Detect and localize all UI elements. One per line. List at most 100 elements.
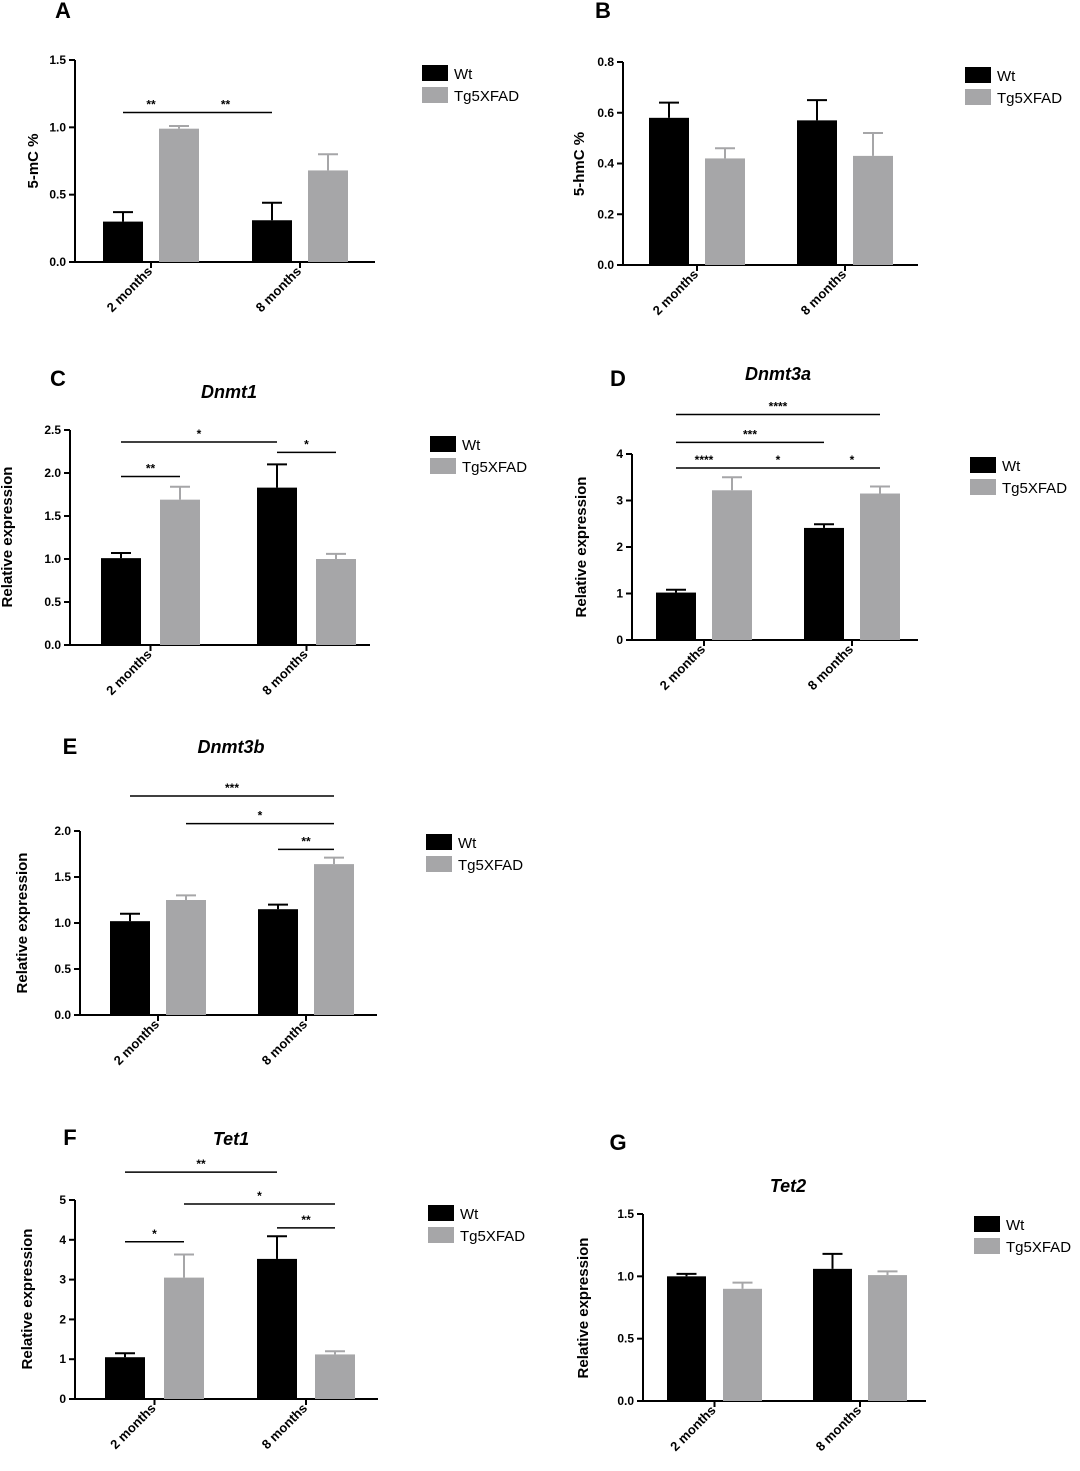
y-axis-label: 5-mC % xyxy=(25,133,42,188)
y-axis-label: Relative expression xyxy=(573,477,590,618)
y-tick-label: 0.0 xyxy=(54,1008,71,1022)
panel-letter: E xyxy=(63,734,78,759)
y-tick-label: 2 xyxy=(59,1312,66,1326)
legend-label: Tg5XFAD xyxy=(1006,1239,1071,1256)
x-tick-label: 2 months xyxy=(103,647,154,698)
bar-wt-0 xyxy=(649,117,689,265)
x-tick-label: 2 months xyxy=(657,642,708,693)
y-axis-label: 5-hmC % xyxy=(571,132,588,196)
y-tick-label: 0.8 xyxy=(597,55,614,69)
significance-label: *** xyxy=(225,781,239,795)
bar-wt-1 xyxy=(252,220,292,262)
bar-tg5xfad-0 xyxy=(723,1288,762,1401)
y-tick-label: 1.0 xyxy=(44,552,61,566)
x-tick-label: 2 months xyxy=(111,1017,162,1068)
x-tick-label: 8 months xyxy=(813,1403,864,1454)
significance-label: *** xyxy=(743,427,757,441)
y-tick-label: 0 xyxy=(59,1392,66,1406)
y-axis-label: Relative expression xyxy=(14,853,31,994)
bar-tg5xfad-0 xyxy=(159,128,199,262)
bar-tg5xfad-0 xyxy=(164,1277,204,1399)
significance-label: * xyxy=(850,453,855,467)
y-tick-label: 1.0 xyxy=(617,1269,634,1283)
x-tick-label: 2 months xyxy=(650,267,701,318)
y-tick-label: 0.0 xyxy=(44,638,61,652)
panel-letter: A xyxy=(55,0,71,23)
y-tick-label: 0.6 xyxy=(597,106,614,120)
legend-swatch-wt xyxy=(965,67,991,83)
chart-title: Tet2 xyxy=(770,1176,806,1196)
y-tick-label: 0.5 xyxy=(44,595,61,609)
y-axis-label: Relative expression xyxy=(0,467,16,608)
y-tick-label: 1.5 xyxy=(49,53,66,67)
legend-label: Wt xyxy=(458,835,477,852)
bar-wt-0 xyxy=(110,921,150,1015)
chart-title: Dnmt3a xyxy=(745,364,811,384)
legend-label: Wt xyxy=(997,68,1016,85)
significance-label: * xyxy=(304,437,309,451)
legend-label: Tg5XFAD xyxy=(997,90,1062,107)
significance-label: ** xyxy=(146,461,156,475)
legend-label: Wt xyxy=(1002,458,1021,475)
y-axis-label: Relative expression xyxy=(19,1229,36,1370)
significance-label: * xyxy=(197,427,202,441)
legend-swatch-tg5xfad xyxy=(974,1238,1000,1254)
legend-swatch-tg5xfad xyxy=(426,856,452,872)
x-tick-label: 8 months xyxy=(798,267,849,318)
y-tick-label: 1.5 xyxy=(617,1207,634,1221)
y-tick-label: 1.0 xyxy=(49,120,66,134)
y-tick-label: 5 xyxy=(59,1193,66,1207)
chart-panel-g: G Tet2 Relative expression 0.0 0.5 1.0 1.5 2 mo… xyxy=(575,1130,1071,1454)
bar-tg5xfad-1 xyxy=(853,155,893,265)
legend-label: Tg5XFAD xyxy=(460,1228,525,1245)
significance-label: ** xyxy=(301,1213,311,1227)
panel-letter: F xyxy=(63,1125,76,1150)
significance-label: **** xyxy=(769,399,788,413)
bar-wt-1 xyxy=(257,487,297,645)
bar-wt-0 xyxy=(101,558,141,645)
panel-letter: D xyxy=(610,366,626,391)
chart-panel-c: C Dnmt1 Relative expression 0.0 0.5 1.0 1.5 2.0… xyxy=(0,366,527,698)
bar-wt-0 xyxy=(667,1276,706,1401)
significance-label: * xyxy=(257,1189,262,1203)
y-tick-label: 0.0 xyxy=(597,258,614,272)
bar-tg5xfad-0 xyxy=(160,499,200,645)
bar-tg5xfad-1 xyxy=(314,864,354,1015)
chart-title: Dnmt1 xyxy=(201,382,257,402)
bar-wt-1 xyxy=(797,120,837,265)
bar-tg5xfad-0 xyxy=(166,900,206,1015)
y-tick-label: 0.2 xyxy=(597,207,614,221)
y-tick-label: 0.5 xyxy=(54,962,71,976)
bar-tg5xfad-1 xyxy=(868,1275,907,1401)
x-tick-label: 8 months xyxy=(259,1401,310,1452)
chart-panel-d: D Dnmt3a Relative expression 0 1 2 3 4 2 months 8… xyxy=(573,364,1067,693)
y-tick-label: 3 xyxy=(59,1273,66,1287)
y-tick-label: 1.0 xyxy=(54,916,71,930)
y-tick-label: 0.5 xyxy=(49,188,66,202)
significance-label: ** xyxy=(301,834,311,848)
y-tick-label: 2.0 xyxy=(44,466,61,480)
panel-letter: C xyxy=(50,366,66,391)
legend-label: Wt xyxy=(1006,1217,1025,1234)
chart-title: Tet1 xyxy=(213,1129,249,1149)
legend-label: Tg5XFAD xyxy=(458,857,523,874)
legend-swatch-tg5xfad xyxy=(970,479,996,495)
legend-swatch-tg5xfad xyxy=(422,87,448,103)
legend-label: Wt xyxy=(462,437,481,454)
legend-swatch-tg5xfad xyxy=(428,1227,454,1243)
panel-letter: B xyxy=(595,0,611,23)
significance-label: **** xyxy=(695,453,714,467)
bar-tg5xfad-1 xyxy=(315,1354,355,1399)
chart-panel-b: B 5-hmC % 0.0 0.2 0.4 0.6 0.8 2 months 8 months W… xyxy=(571,0,1062,318)
bar-wt-0 xyxy=(103,221,143,262)
y-tick-label: 2.0 xyxy=(54,824,71,838)
bar-tg5xfad-0 xyxy=(712,490,752,640)
chart-title: Dnmt3b xyxy=(198,737,265,757)
legend-swatch-wt xyxy=(422,65,448,81)
bar-tg5xfad-1 xyxy=(316,559,356,645)
legend-swatch-wt xyxy=(974,1216,1000,1232)
legend-label: Wt xyxy=(460,1206,479,1223)
x-tick-label: 8 months xyxy=(259,1017,310,1068)
y-tick-label: 0.0 xyxy=(49,255,66,269)
